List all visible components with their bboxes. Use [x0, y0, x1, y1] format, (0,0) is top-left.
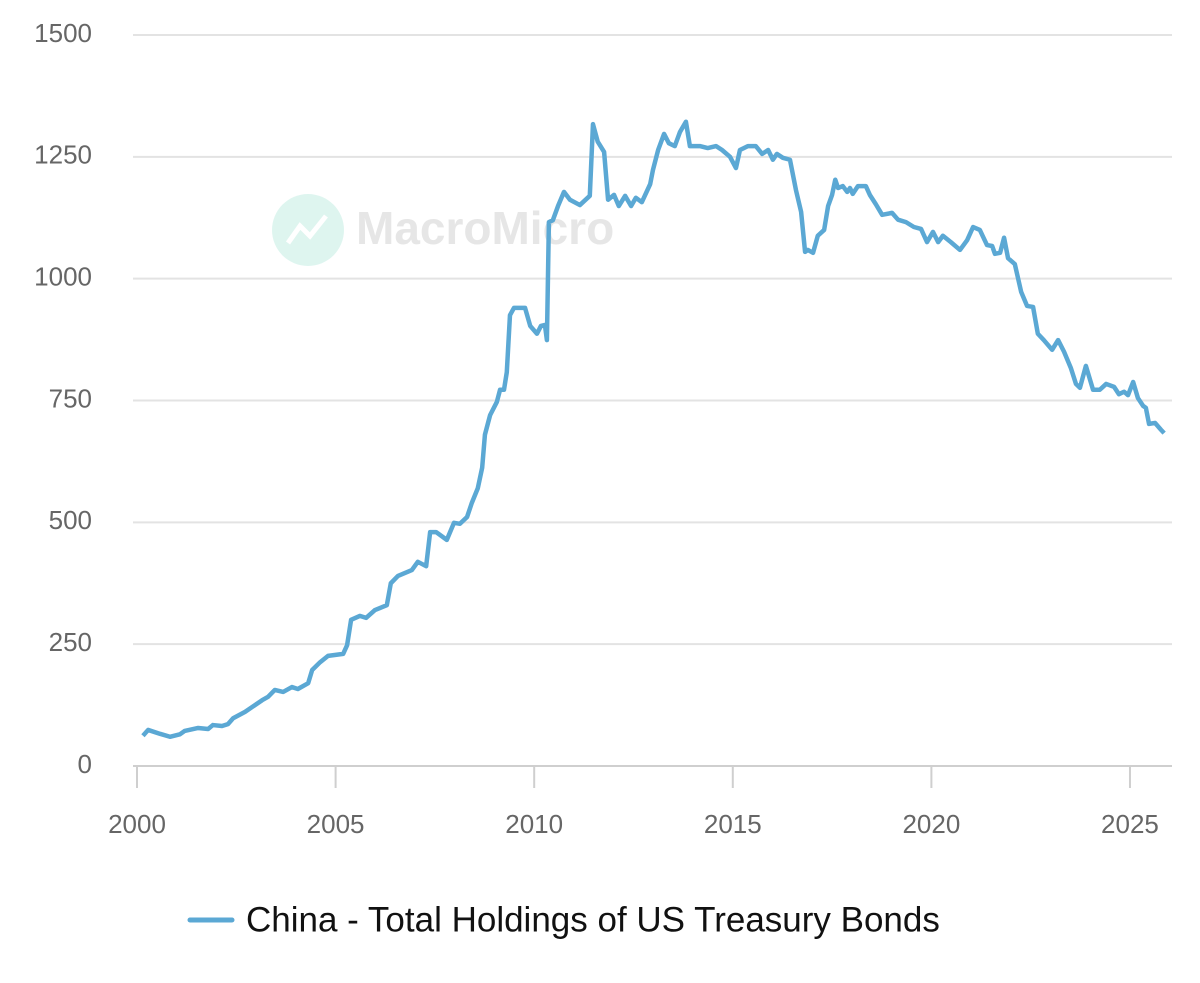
data-line	[141, 119, 1166, 740]
x-tick-label: 2025	[1101, 809, 1159, 839]
x-tick-label: 2005	[307, 809, 365, 839]
x-tick-label: 2000	[108, 809, 166, 839]
y-tick-label: 750	[49, 383, 92, 413]
watermark: MacroMicro	[356, 202, 614, 254]
legend-label: China - Total Holdings of US Treasury Bo…	[246, 900, 940, 939]
x-tick-label: 2015	[704, 809, 762, 839]
y-tick-label: 250	[49, 627, 92, 657]
y-tick-label: 0	[78, 749, 92, 779]
y-tick-label: 500	[49, 505, 92, 535]
y-tick-label: 1500	[34, 18, 92, 48]
x-tick-label: 2020	[902, 809, 960, 839]
x-tick-label: 2010	[505, 809, 563, 839]
y-tick-label: 1000	[34, 262, 92, 292]
watermark-logo	[272, 194, 344, 266]
y-tick-label: 1250	[34, 140, 92, 170]
